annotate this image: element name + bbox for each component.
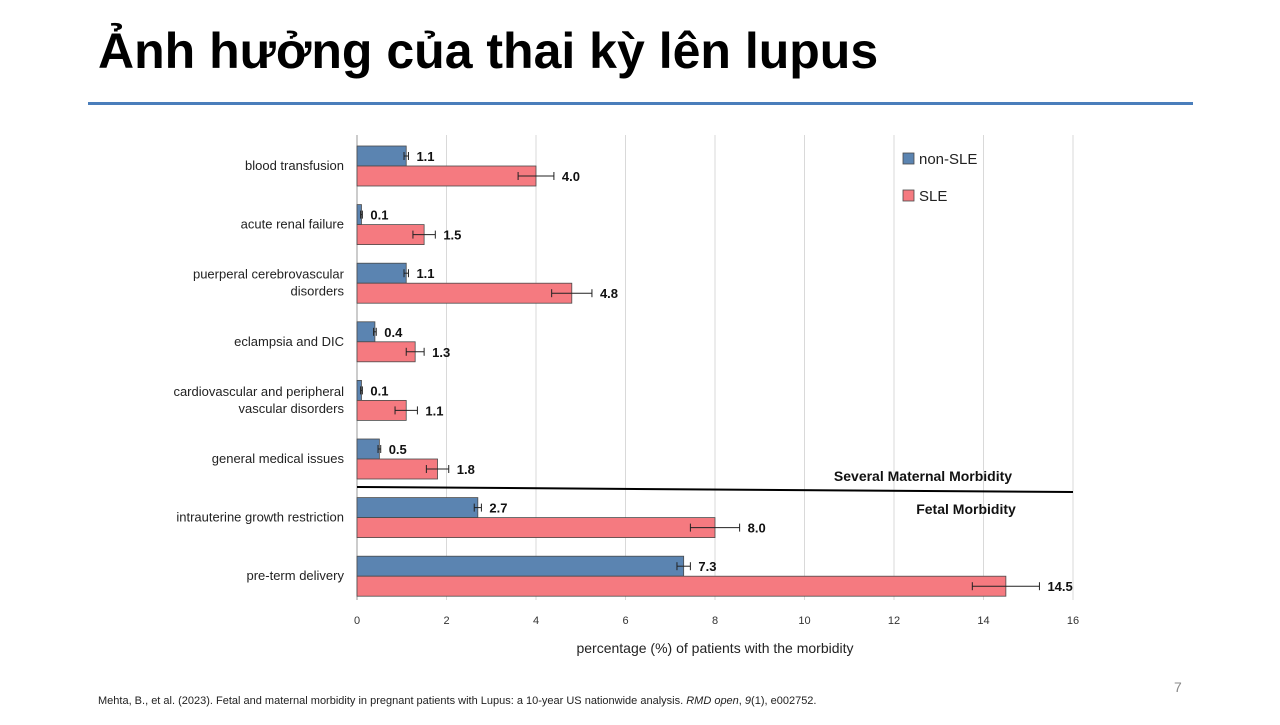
title-divider [88,102,1193,105]
sle-bar [356,458,438,480]
non-sle-bar [356,321,376,343]
category-label: general medical issues [212,451,345,466]
data-label: 0.5 [389,442,407,457]
non-sle-bar [356,497,479,519]
data-label: 1.8 [457,462,475,477]
data-label: 0.1 [370,208,388,223]
category-label: blood transfusion [245,158,344,173]
x-tick-label-2: 2 [443,615,449,627]
category-label: acute renal failure [241,217,344,232]
non-sle-bar [356,145,407,167]
data-label: 0.1 [370,383,388,398]
category-label: intrauterine growth restriction [176,510,344,525]
category-label: puerperal cerebrovascular [193,267,345,282]
legend-label: SLE [919,188,947,205]
category-label: vascular disorders [239,401,345,416]
data-label: 7.3 [698,559,716,574]
citation-suffix: (1), e002752. [751,695,817,707]
legend-swatch [902,189,915,202]
legend-label: non-SLE [919,151,977,168]
sle-bar [356,282,573,304]
sle-bar [356,575,1007,597]
data-label: 1.3 [432,345,450,360]
category-label: cardiovascular and peripheral [173,384,344,399]
data-label: 1.1 [416,266,434,281]
sle-bar [356,517,716,538]
non-sle-bar [356,262,407,284]
data-label: 1.1 [425,403,443,418]
slide-title: Ảnh hưởng của thai kỳ lên lupus [98,23,879,79]
x-tick-label-6: 6 [622,615,628,627]
section-label-fetal: Fetal Morbidity [916,501,1016,517]
citation: Mehta, B., et al. (2023). Fetal and mate… [98,695,816,707]
citation-volume: 9 [744,695,752,707]
category-label: disorders [291,284,345,299]
x-tick-label-10: 10 [798,615,810,627]
non-sle-bar [356,555,685,577]
citation-prefix: Mehta, B., et al. (2023). Fetal and mate… [98,695,687,707]
x-tick-label-8: 8 [712,615,718,627]
x-axis-title: percentage (%) of patients with the morb… [576,640,853,656]
x-tick-label-12: 12 [888,615,900,627]
data-label: 0.4 [384,325,403,340]
x-tick-label-0: 0 [354,615,360,627]
page-number: 7 [1174,679,1182,695]
x-tick-label-4: 4 [533,615,539,627]
data-label: 1.1 [416,149,434,164]
data-label: 4.8 [600,286,618,301]
category-label: pre-term delivery [246,568,344,583]
x-tick-label-14: 14 [977,615,989,627]
citation-mid: , [738,695,745,707]
category-label: eclampsia and DIC [234,334,344,349]
section-label-maternal: Several Maternal Morbidity [834,468,1012,484]
data-label: 4.0 [562,169,580,184]
x-tick-label-16: 16 [1067,615,1079,627]
non-sle-bar [356,438,380,460]
sle-bar [356,165,537,187]
citation-journal: RMD open [686,695,739,707]
legend-swatch [902,152,915,165]
data-label: 1.5 [443,228,461,243]
section-divider [356,486,1074,493]
data-label: 14.5 [1047,579,1072,594]
data-label: 2.7 [489,501,507,516]
data-label: 8.0 [748,521,766,536]
